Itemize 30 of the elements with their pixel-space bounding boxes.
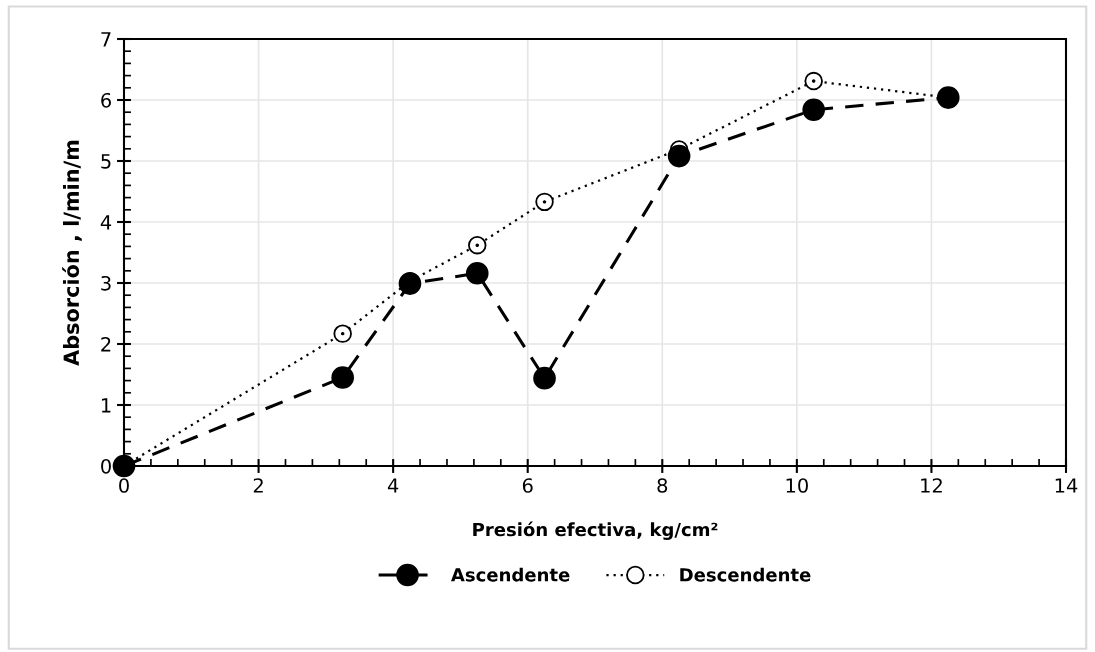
point (398, 272, 422, 295)
y-axis-title: Absorción , l/min/m (62, 140, 82, 366)
x-tick-label: 4 (387, 478, 399, 493)
point (468, 235, 487, 255)
x-tick-label: 10 (786, 478, 808, 493)
x-tick-label: 6 (522, 478, 533, 493)
y-tick-label: 3 (101, 275, 111, 291)
y-tick-label: 2 (101, 336, 111, 352)
point (535, 192, 554, 212)
point (804, 71, 823, 91)
y-tick-label: 7 (101, 32, 111, 47)
y-tick-label: 0 (101, 458, 111, 474)
point (465, 261, 489, 285)
x-tick-label: 2 (253, 478, 263, 493)
point (533, 366, 556, 390)
y-tick-label: 1 (101, 398, 111, 413)
point (333, 324, 352, 343)
x-tick-label: 14 (1055, 478, 1078, 493)
legend-label: Descendente (680, 567, 811, 582)
legend-label: Ascendente (450, 567, 570, 582)
point (331, 366, 355, 389)
y-tick-label: 5 (101, 154, 111, 169)
x-tick-label: 0 (119, 478, 129, 493)
point (802, 98, 826, 122)
point (667, 144, 691, 168)
x-axis-title: Presión efectiva, kg/cm² (473, 521, 718, 540)
y-tick-label: 4 (100, 215, 112, 230)
x-tick-label: 8 (657, 478, 668, 493)
x-tick-label: 12 (921, 478, 942, 493)
y-tick-label: 6 (101, 92, 111, 108)
